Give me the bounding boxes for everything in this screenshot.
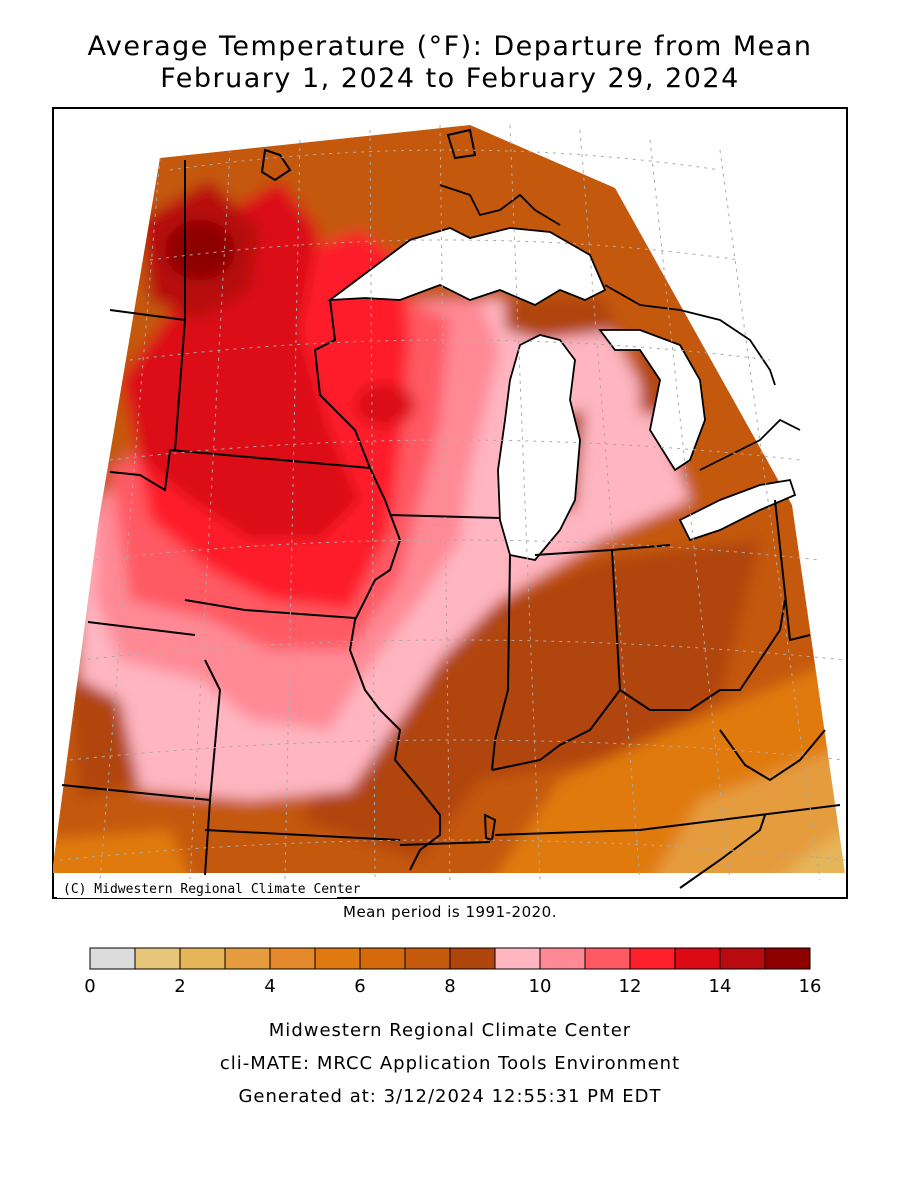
- map-subtitle: February 1, 2024 to February 29, 2024: [160, 63, 740, 94]
- legend-swatch: [494, 947, 541, 970]
- legend-swatch: [134, 947, 181, 970]
- legend-tick-label: 12: [619, 976, 642, 997]
- legend-swatch: [629, 947, 676, 970]
- state-borders: [61, 128, 841, 889]
- legend-swatch: [449, 947, 496, 970]
- great-lakes: [327, 227, 797, 561]
- legend-swatch: [89, 947, 136, 970]
- legend-swatch: [539, 947, 586, 970]
- footer-tool: cli-MATE: MRCC Application Tools Environ…: [219, 1053, 681, 1074]
- footer-org: Midwestern Regional Climate Center: [268, 1020, 632, 1041]
- legend-swatch: [224, 947, 271, 970]
- legend-swatch: [179, 947, 226, 970]
- legend-tick-label: 2: [174, 976, 185, 997]
- legend-swatch: [314, 947, 361, 970]
- credit-box: [57, 879, 337, 898]
- credit-text: (C) Midwestern Regional Climate Center: [63, 882, 361, 897]
- legend-tick-label: 0: [84, 976, 95, 997]
- footer-generated: Generated at: 3/12/2024 12:55:31 PM EDT: [238, 1086, 662, 1107]
- coastlines: [439, 184, 801, 471]
- legend-swatch: [359, 947, 406, 970]
- legend-tick-label: 16: [799, 976, 822, 997]
- map-title: Average Temperature (°F): Departure from…: [87, 31, 813, 62]
- graticule: [59, 124, 846, 881]
- legend-tick-label: 14: [709, 976, 732, 997]
- legend-swatch: [404, 947, 451, 970]
- legend-tick-label: 4: [264, 976, 275, 997]
- legend-swatch: [584, 947, 631, 970]
- mean-period-note: Mean period is 1991-2020.: [343, 903, 557, 921]
- legend-tick-label: 6: [354, 976, 365, 997]
- legend-swatch: [719, 947, 766, 970]
- color-legend: 0 2 4 6 8 10 12 14 16: [84, 947, 822, 997]
- legend-swatch: [764, 947, 811, 970]
- legend-swatch: [269, 947, 316, 970]
- legend-swatch: [674, 947, 721, 970]
- legend-tick-label: 10: [529, 976, 552, 997]
- legend-tick-label: 8: [444, 976, 455, 997]
